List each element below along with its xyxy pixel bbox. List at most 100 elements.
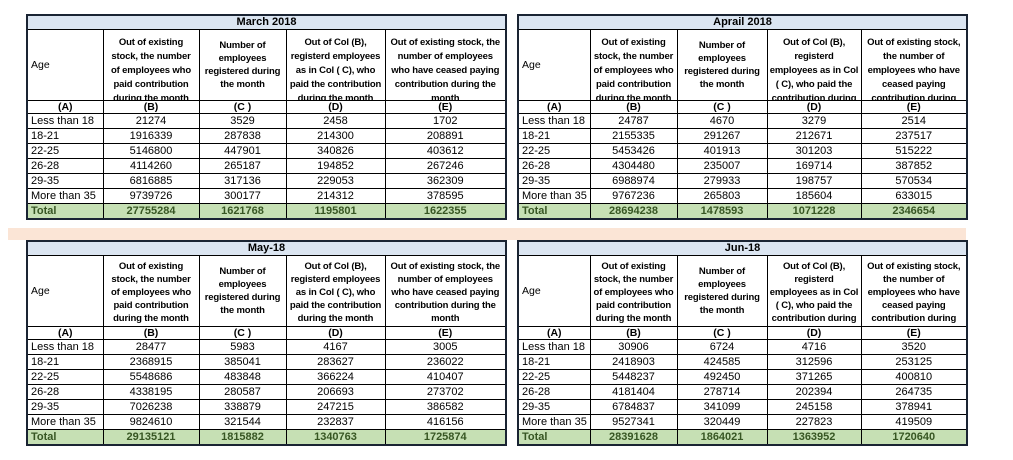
value-cell: 301203 bbox=[766, 143, 862, 159]
col-d-header: Out of Col (B), registerd employees as i… bbox=[769, 37, 859, 100]
age-label-cell: 18-21 bbox=[26, 128, 104, 144]
age-label-cell: Less than 18 bbox=[26, 339, 104, 355]
value-cell: 245158 bbox=[766, 399, 862, 415]
value-cell: 202394 bbox=[766, 384, 862, 400]
value-cell: 278714 bbox=[676, 384, 768, 400]
value-cell: 287838 bbox=[198, 128, 287, 144]
value-cell: 5983 bbox=[198, 339, 287, 355]
table-title: May-18 bbox=[26, 240, 507, 256]
column-letter-cell: (A) bbox=[26, 100, 104, 114]
total-value-cell: 28391628 bbox=[589, 429, 678, 446]
column-letter-cell: (C ) bbox=[198, 326, 287, 340]
total-label-cell: Total bbox=[517, 203, 591, 220]
value-cell: 9527341 bbox=[589, 414, 678, 430]
value-cell: 227823 bbox=[766, 414, 862, 430]
value-cell: 9739726 bbox=[102, 188, 200, 204]
value-cell: 340826 bbox=[285, 143, 386, 159]
age-data-row: 29-35 6816885 317136 229053 362309 bbox=[26, 173, 507, 189]
value-cell: 6988974 bbox=[589, 173, 678, 189]
table-header-row: Age Out of existing stock, the number of… bbox=[26, 255, 507, 327]
value-cell: 4716 bbox=[766, 339, 862, 355]
value-cell: 338879 bbox=[198, 399, 287, 415]
value-cell: 6816885 bbox=[102, 173, 200, 189]
value-cell: 387852 bbox=[860, 158, 968, 174]
value-cell: 3005 bbox=[384, 339, 507, 355]
total-row: Total 28391628 1864021 1363952 1720640 bbox=[517, 429, 968, 446]
value-cell: 366224 bbox=[285, 369, 386, 385]
value-cell: 320449 bbox=[676, 414, 768, 430]
age-label-cell: More than 35 bbox=[517, 414, 591, 430]
age-label-cell: 29-35 bbox=[26, 399, 104, 415]
table-title: Aprail 2018 bbox=[517, 14, 968, 30]
age-header-cell: Age bbox=[517, 29, 591, 101]
age-label-cell: 26-28 bbox=[517, 158, 591, 174]
column-letter-cell: (D) bbox=[766, 100, 862, 114]
age-data-row: 18-21 2368915 385041 283627 236022 bbox=[26, 354, 507, 370]
age-label-cell: Less than 18 bbox=[517, 339, 591, 355]
value-cell: 447901 bbox=[198, 143, 287, 159]
table-april-2018: Aprail 2018 Age Out of existing stock, t… bbox=[517, 14, 968, 220]
age-label-cell: 29-35 bbox=[517, 399, 591, 415]
value-cell: 424585 bbox=[676, 354, 768, 370]
age-label-cell: More than 35 bbox=[517, 188, 591, 204]
column-letters-row: (A) (B) (C ) (D) (E) bbox=[517, 326, 968, 340]
value-cell: 198757 bbox=[766, 173, 862, 189]
value-cell: 321544 bbox=[198, 414, 287, 430]
total-value-cell: 1340763 bbox=[285, 429, 386, 446]
age-data-row: More than 35 9824610 321544 232837 416156 bbox=[26, 414, 507, 430]
value-cell: 2458 bbox=[285, 113, 386, 129]
value-cell: 312596 bbox=[766, 354, 862, 370]
value-cell: 185604 bbox=[766, 188, 862, 204]
age-data-row: 29-35 7026238 338879 247215 386582 bbox=[26, 399, 507, 415]
age-label-cell: Less than 18 bbox=[517, 113, 591, 129]
value-cell: 6724 bbox=[676, 339, 768, 355]
age-label-cell: Less than 18 bbox=[26, 113, 104, 129]
value-cell: 410407 bbox=[384, 369, 507, 385]
column-letter-cell: (E) bbox=[384, 326, 507, 340]
age-data-row: Less than 18 24787 4670 3279 2514 bbox=[517, 113, 968, 129]
value-cell: 341099 bbox=[676, 399, 768, 415]
value-cell: 633015 bbox=[860, 188, 968, 204]
age-data-row: 22-25 5146800 447901 340826 403612 bbox=[26, 143, 507, 159]
value-cell: 4304480 bbox=[589, 158, 678, 174]
column-letter-cell: (E) bbox=[860, 326, 968, 340]
column-letter-cell: (E) bbox=[384, 100, 507, 114]
age-header-cell: Age bbox=[26, 255, 104, 327]
table-title-row: March 2018 bbox=[26, 14, 507, 30]
value-cell: 1702 bbox=[384, 113, 507, 129]
total-value-cell: 29135121 bbox=[102, 429, 200, 446]
age-header-cell: Age bbox=[517, 255, 591, 327]
value-cell: 267246 bbox=[384, 158, 507, 174]
total-value-cell: 1195801 bbox=[285, 203, 386, 220]
age-data-row: More than 35 9767236 265803 185604 633015 bbox=[517, 188, 968, 204]
value-cell: 247215 bbox=[285, 399, 386, 415]
total-value-cell: 1363952 bbox=[766, 429, 862, 446]
col-e-header: Out of existing stock, the number of emp… bbox=[390, 261, 501, 324]
table-may-2018: May-18 Age Out of existing stock, the nu… bbox=[26, 240, 507, 446]
total-value-cell: 1071228 bbox=[766, 203, 862, 220]
value-cell: 9767236 bbox=[589, 188, 678, 204]
col-b-header: Out of existing stock, the number of emp… bbox=[111, 37, 191, 100]
value-cell: 386582 bbox=[384, 399, 507, 415]
column-letter-cell: (A) bbox=[517, 326, 591, 340]
age-header-cell: Age bbox=[26, 29, 104, 101]
table-title-row: May-18 bbox=[26, 240, 507, 256]
value-cell: 235007 bbox=[676, 158, 768, 174]
col-c-header: Number of employees registered during th… bbox=[204, 266, 281, 316]
total-label-cell: Total bbox=[26, 203, 104, 220]
value-cell: 7026238 bbox=[102, 399, 200, 415]
total-row: Total 29135121 1815882 1340763 1725874 bbox=[26, 429, 507, 446]
value-cell: 1916339 bbox=[102, 128, 200, 144]
age-label-cell: More than 35 bbox=[26, 414, 104, 430]
value-cell: 291267 bbox=[676, 128, 768, 144]
total-label-cell: Total bbox=[517, 429, 591, 446]
value-cell: 279933 bbox=[676, 173, 768, 189]
value-cell: 206693 bbox=[285, 384, 386, 400]
value-cell: 4114260 bbox=[102, 158, 200, 174]
age-data-row: 22-25 5448237 492450 371265 400810 bbox=[517, 369, 968, 385]
age-data-row: 18-21 2418903 424585 312596 253125 bbox=[517, 354, 968, 370]
value-cell: 317136 bbox=[198, 173, 287, 189]
value-cell: 492450 bbox=[676, 369, 768, 385]
col-e-header: Out of existing stock, the number of emp… bbox=[390, 37, 501, 100]
table-header-row: Age Out of existing stock, the number of… bbox=[26, 29, 507, 101]
